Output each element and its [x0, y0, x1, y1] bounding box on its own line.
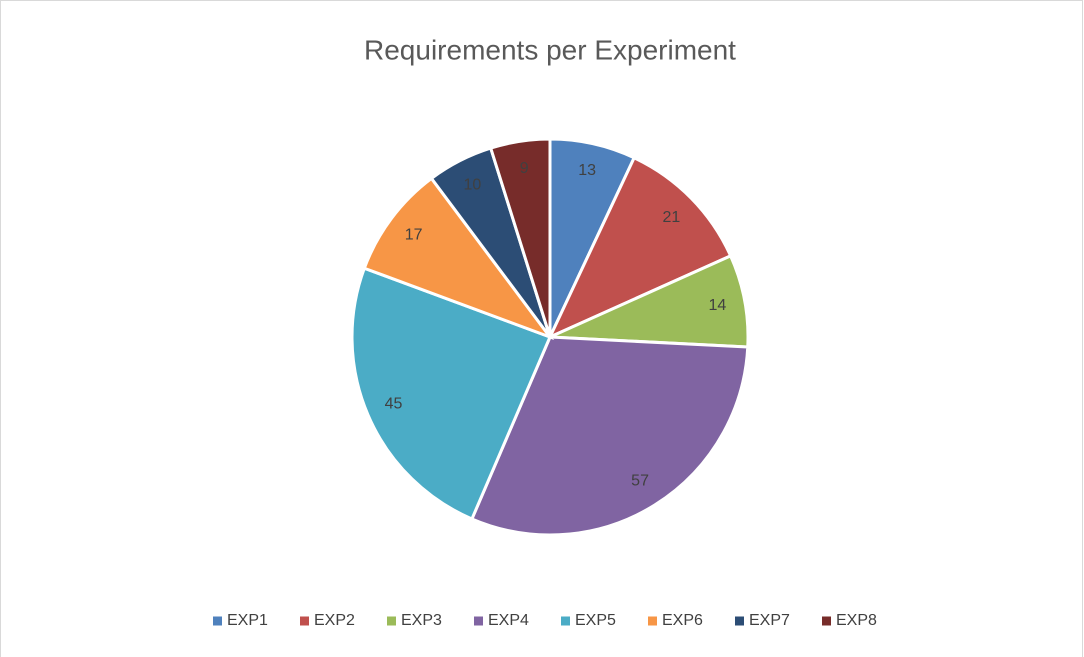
legend-swatch [735, 616, 744, 626]
data-label: 45 [385, 395, 403, 412]
data-label: 10 [464, 177, 482, 194]
data-label: 13 [578, 162, 596, 179]
pie-slice [362, 176, 555, 341]
legend-swatch [300, 616, 309, 626]
data-label: 14 [708, 297, 726, 314]
pie-slice [546, 155, 733, 341]
legend-swatch [561, 616, 570, 626]
legend-label: EXP7 [749, 612, 790, 629]
legend-swatch [387, 616, 396, 626]
legend-label: EXP6 [662, 612, 703, 629]
legend-label: EXP2 [314, 612, 355, 629]
legend-swatch [648, 616, 657, 626]
data-label: 17 [405, 226, 423, 243]
data-label: 57 [631, 473, 649, 490]
legend-swatch [474, 616, 483, 626]
legend-label: EXP4 [488, 612, 529, 629]
pie-slice [350, 266, 553, 521]
chart-title: Requirements per Experiment [364, 34, 736, 65]
legend-swatch [822, 616, 831, 626]
legend-label: EXP8 [836, 612, 877, 629]
legend-label: EXP3 [401, 612, 442, 629]
legend-label: EXP1 [227, 612, 268, 629]
legend-label: EXP5 [575, 612, 616, 629]
pie-slice [469, 335, 750, 537]
pie-slice [488, 137, 552, 338]
data-label: 9 [520, 160, 529, 177]
data-label: 21 [663, 209, 681, 226]
legend-swatch [213, 616, 222, 626]
